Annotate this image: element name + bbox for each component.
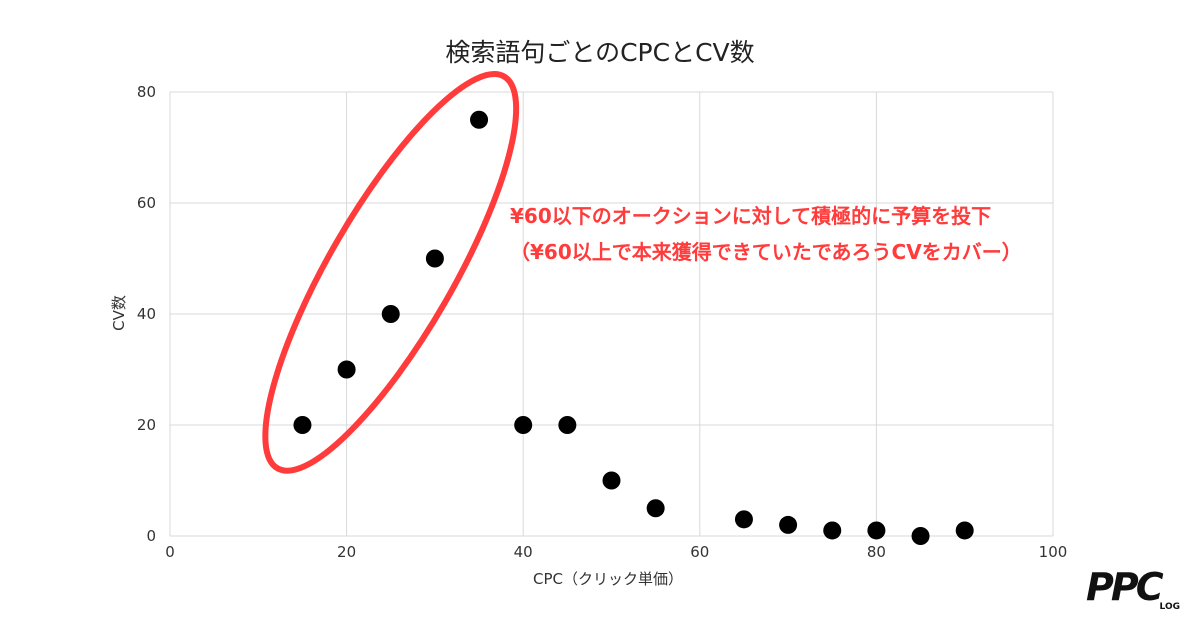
x-tick-label: 100 <box>1039 543 1068 561</box>
data-point <box>425 249 444 268</box>
data-point <box>602 471 621 490</box>
x-axis-title: CPC（クリック単価） <box>533 570 683 588</box>
y-tick-label: 40 <box>137 305 156 323</box>
chart-title: 検索語句ごとのCPCとCV数 <box>445 38 755 67</box>
grid-lines <box>169 91 1054 537</box>
data-point <box>293 416 312 434</box>
data-points <box>293 110 974 545</box>
data-point <box>558 416 577 434</box>
data-point <box>734 510 753 529</box>
data-point <box>955 521 974 540</box>
x-tick-label: 60 <box>690 543 709 561</box>
data-point <box>911 527 930 545</box>
x-tick-label: 20 <box>337 543 356 561</box>
ppc-log-logo: PPC LOG <box>1086 566 1182 614</box>
data-point <box>381 305 400 323</box>
y-tick-label: 80 <box>137 83 156 101</box>
data-point <box>867 521 886 540</box>
x-tick-label: 0 <box>165 543 175 561</box>
annotation-line-1: ¥60以下のオークションに対して積極的に予算を投下 <box>510 204 992 228</box>
logo-text: PPC <box>1086 565 1164 609</box>
data-point <box>514 416 533 434</box>
highlight-annotation: ¥60以下のオークションに対して積極的に予算を投下 （¥60以上で本来獲得できて… <box>510 198 1022 270</box>
data-point <box>779 515 798 534</box>
data-point <box>470 110 489 129</box>
x-tick-label: 40 <box>514 543 533 561</box>
y-tick-label: 60 <box>137 194 156 212</box>
data-point <box>823 521 842 540</box>
data-point <box>646 499 665 518</box>
annotation-line-2: （¥60以上で本来獲得できていたであろうCVをカバー） <box>510 240 1022 264</box>
y-tick-label: 20 <box>137 416 156 434</box>
tick-labels: 0 20 40 60 80 100 0 20 40 60 80 <box>137 83 1067 561</box>
highlight-ellipse <box>262 71 520 474</box>
y-axis-title: CV数 <box>110 295 128 331</box>
logo-subtext: LOG <box>1159 602 1180 612</box>
data-point <box>337 360 356 379</box>
x-tick-label: 80 <box>867 543 886 561</box>
y-tick-label: 0 <box>146 527 156 545</box>
